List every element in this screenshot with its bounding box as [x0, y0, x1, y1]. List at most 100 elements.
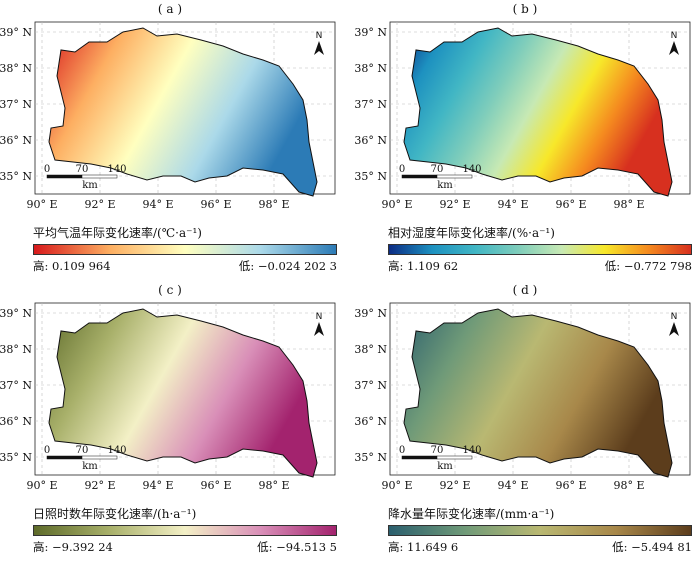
scalebar-tick-label: 0 [399, 445, 405, 456]
lon-label: 92° E [439, 198, 470, 211]
scalebar-tick-label: 0 [44, 164, 50, 175]
lon-label: 96° E [200, 479, 231, 492]
study-region [48, 27, 318, 197]
color-bar [33, 525, 337, 536]
lon-label: 90° E [26, 479, 57, 492]
scalebar-tick-label: 140 [462, 164, 481, 175]
map-panel: ( d ) 39° N 38° N 37° N 36° N 35° N 90° E 92° E… [355, 281, 695, 563]
map-frame: 39° N 38° N 37° N 36° N 35° N 90° E 92° E 94° E… [0, 302, 336, 492]
color-bar [388, 244, 692, 255]
lat-label: 36° N [355, 415, 387, 428]
lon-label: 94° E [142, 198, 173, 211]
lat-label: 39° N [355, 307, 387, 320]
lon-label: 92° E [84, 479, 115, 492]
scalebar-unit: km [437, 461, 453, 472]
lat-label: 35° N [0, 451, 32, 464]
lon-label: 92° E [439, 479, 470, 492]
legend-title: 日照时数年际变化速率/(h·a⁻¹) [33, 507, 197, 521]
study-region [403, 308, 673, 478]
north-label: N [316, 31, 323, 41]
scalebar-segment [81, 174, 118, 179]
legend-high-label: 高: −9.392 24 [33, 540, 113, 554]
scalebar-unit: km [82, 180, 98, 191]
map-panel: ( b ) 39° N 38° N 37° N 36° N 35° N 90° E 92° E… [355, 0, 695, 282]
lat-label: 36° N [355, 134, 387, 147]
map-frame: 39° N 38° N 37° N 36° N 35° N 90° E 92° E 94° E… [0, 21, 336, 211]
scalebar-tick-label: 70 [431, 445, 444, 456]
scalebar-tick-label: 70 [76, 445, 89, 456]
scalebar-unit: km [82, 461, 98, 472]
scalebar-segment [46, 174, 83, 179]
scalebar-tick-label: 70 [431, 164, 444, 175]
color-bar [388, 525, 692, 536]
lon-label: 90° E [381, 198, 412, 211]
scalebar-segment [436, 174, 473, 179]
map-frame: 39° N 38° N 37° N 36° N 35° N 90° E 92° E 94° E… [355, 302, 691, 492]
lat-label: 37° N [0, 379, 32, 392]
scalebar-tick-label: 140 [107, 445, 126, 456]
legend-high-label: 高: 11.649 6 [388, 540, 459, 554]
lat-label: 39° N [355, 26, 387, 39]
map-panel: ( c ) 39° N 38° N 37° N 36° N 35° N 90° E 92° E… [0, 281, 340, 563]
north-label: N [316, 312, 323, 322]
lon-label: 94° E [142, 479, 173, 492]
legend-low-label: 低: −5.494 81 [612, 540, 692, 554]
scalebar-tick-label: 140 [107, 164, 126, 175]
lat-label: 39° N [0, 307, 32, 320]
lon-label: 96° E [200, 198, 231, 211]
north-label: N [671, 312, 678, 322]
lat-label: 35° N [355, 451, 387, 464]
lon-label: 96° E [555, 198, 586, 211]
scalebar-tick-label: 0 [44, 445, 50, 456]
legend-low-label: 低: −0.772 798 [604, 259, 692, 273]
lat-label: 36° N [0, 134, 32, 147]
lat-label: 39° N [0, 26, 32, 39]
legend-title: 降水量年际变化速率/(mm·a⁻¹) [388, 507, 555, 521]
lon-label: 98° E [258, 198, 289, 211]
north-arrow-icon [314, 322, 324, 336]
scalebar-unit: km [437, 180, 453, 191]
lat-label: 35° N [355, 170, 387, 183]
legend-low-label: 低: −94.513 5 [257, 540, 337, 554]
legend-high-label: 高: 1.109 62 [388, 259, 459, 273]
color-bar [33, 244, 337, 255]
lat-label: 35° N [0, 170, 32, 183]
north-label: N [671, 31, 678, 41]
scalebar-tick-label: 140 [462, 445, 481, 456]
scalebar-tick-label: 0 [399, 164, 405, 175]
north-arrow-icon [314, 41, 324, 55]
lon-label: 94° E [497, 198, 528, 211]
panel-label: ( b ) [512, 2, 538, 16]
lon-label: 92° E [84, 198, 115, 211]
north-arrow-icon [669, 41, 679, 55]
legend-title: 相对湿度年际变化速率/(%·a⁻¹) [388, 226, 555, 240]
scalebar-segment [81, 455, 118, 460]
lon-label: 98° E [613, 479, 644, 492]
study-region [403, 27, 673, 197]
lat-label: 37° N [355, 98, 387, 111]
lat-label: 38° N [355, 343, 387, 356]
legend-low-label: 低: −0.024 202 3 [238, 259, 337, 273]
north-arrow-icon [669, 322, 679, 336]
lat-label: 36° N [0, 415, 32, 428]
lat-label: 38° N [355, 62, 387, 75]
scalebar-segment [436, 455, 473, 460]
scalebar-segment [401, 455, 438, 460]
study-region [48, 308, 318, 478]
lon-label: 94° E [497, 479, 528, 492]
scalebar-segment [46, 455, 83, 460]
panel-label: ( a ) [157, 2, 183, 16]
lon-label: 98° E [613, 198, 644, 211]
lat-label: 37° N [0, 98, 32, 111]
scalebar-segment [401, 174, 438, 179]
lon-label: 90° E [26, 198, 57, 211]
lat-label: 38° N [0, 343, 32, 356]
lat-label: 37° N [355, 379, 387, 392]
lon-label: 98° E [258, 479, 289, 492]
map-panel: ( a ) 39° N 38° N 37° N 36° N 35° N 90° E 92° E… [0, 0, 340, 282]
map-frame: 39° N 38° N 37° N 36° N 35° N 90° E 92° E 94° E… [355, 21, 691, 211]
lon-label: 96° E [555, 479, 586, 492]
panel-label: ( c ) [158, 283, 182, 297]
lat-label: 38° N [0, 62, 32, 75]
legend-title: 平均气温年际变化速率/(℃·a⁻¹) [33, 226, 202, 240]
